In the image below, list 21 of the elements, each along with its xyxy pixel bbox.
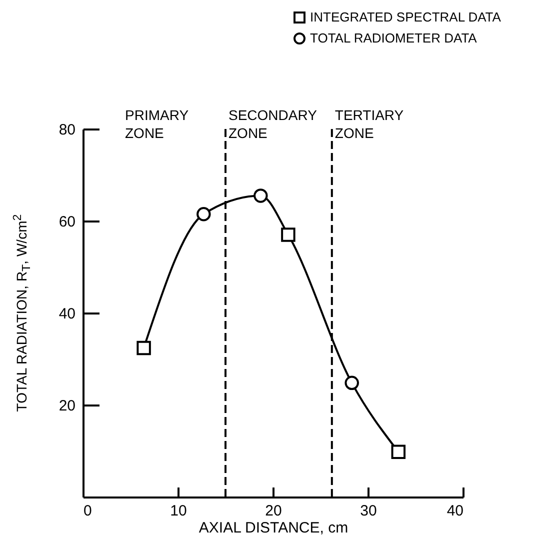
y-tick-label: 80 [58,122,76,138]
point [196,206,211,222]
ref-line-label: SECONDARY ZONE [228,107,318,141]
x-tick-label: 10 [170,502,187,520]
point [344,376,359,390]
y-tick-label: 60 [58,214,76,230]
annotation: PRIMARY ZONE [125,107,190,141]
y-tick-label: 20 [58,398,76,414]
legend-label: INTEGRATED SPECTRAL DATA [310,10,502,24]
y-tick-label: 40 [58,306,76,322]
x-tick-label: 0 [84,502,92,520]
x-tick-label: 20 [265,502,282,520]
point [281,228,296,242]
point [391,444,406,460]
ref-line-label: TERTIARY ZONE [334,107,404,141]
point [254,188,268,203]
x-tick-label: 30 [360,502,377,520]
legend-label: TOTAL RADIOMETER DATA [310,30,478,46]
x-tick-label: 40 [446,502,464,520]
point [136,340,151,356]
x-axis-title: AXIAL DISTANCE, cm [198,520,348,536]
